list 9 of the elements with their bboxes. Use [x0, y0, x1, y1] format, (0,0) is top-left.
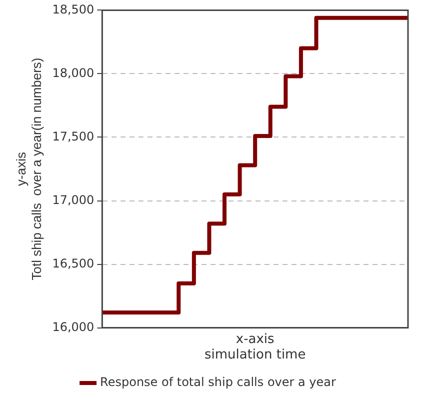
y-tick-label: 18,500 — [52, 2, 94, 16]
y-tick-label: 18,000 — [52, 66, 94, 80]
y-tick-label: 17,000 — [52, 192, 94, 207]
y-tick-label: 17,500 — [52, 129, 94, 144]
x-axis-title: x-axis simulation time — [204, 332, 306, 363]
y-axis-title: y-axis Totl ship calls over a year(in numbers) — [13, 58, 44, 280]
y-tick-label: 16,000 — [52, 320, 94, 334]
y-tick-label: 16,500 — [52, 256, 94, 270]
legend-label: Response of total ship calls over a year — [100, 375, 336, 390]
